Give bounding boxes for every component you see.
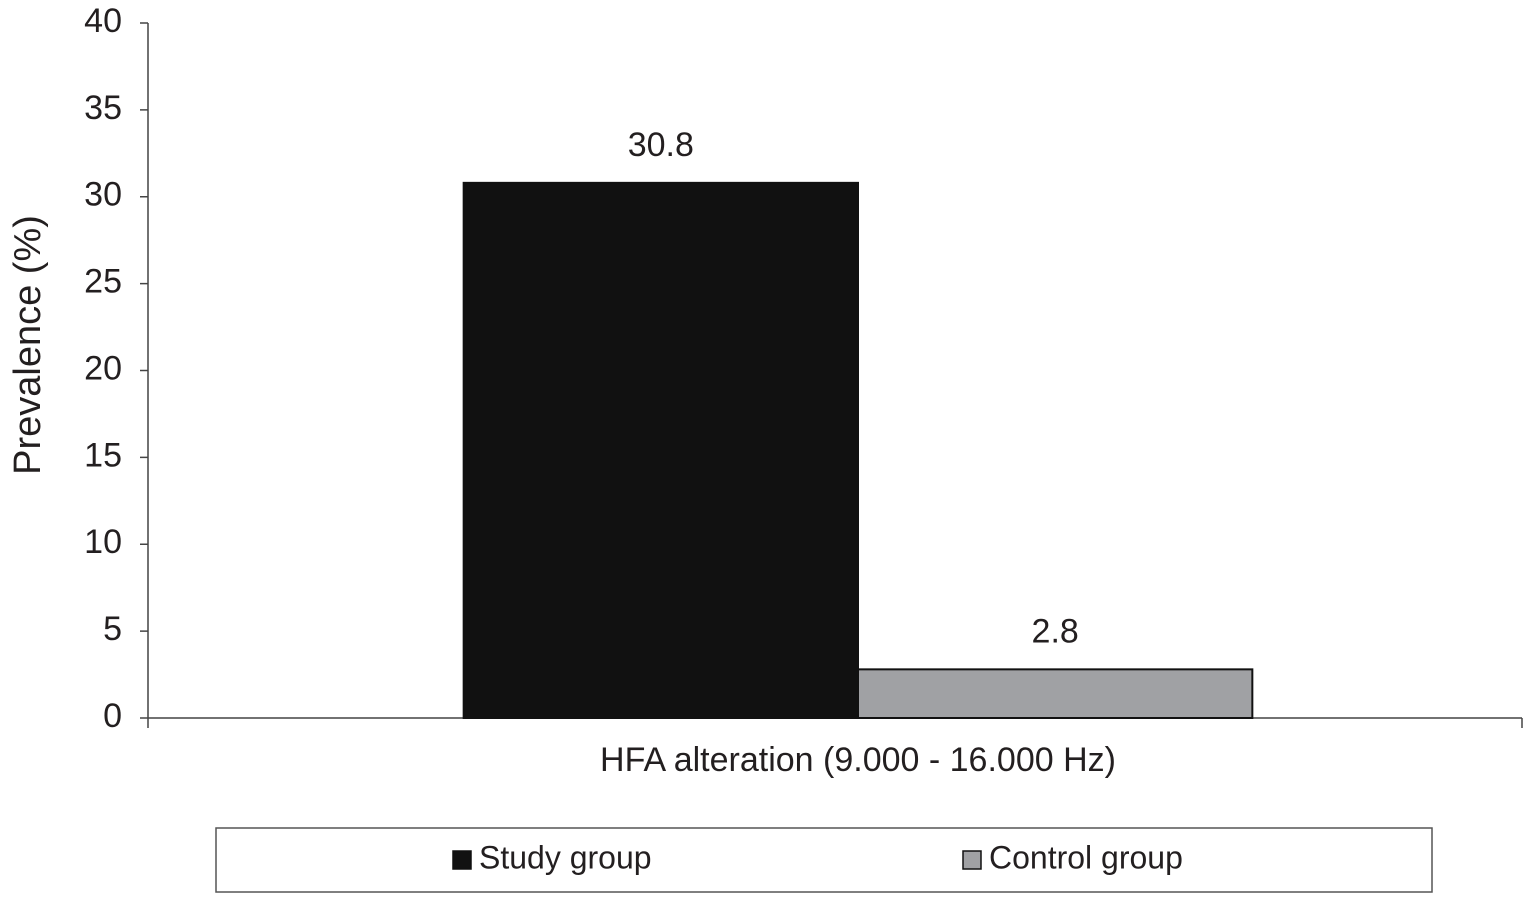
y-tick-label: 25 — [84, 263, 122, 301]
y-tick-label: 10 — [84, 523, 122, 561]
legend-swatch — [452, 850, 472, 870]
legend-swatch — [962, 850, 982, 870]
data-label: 30.8 — [628, 126, 694, 164]
legend-label: Study group — [479, 839, 652, 875]
legend-box — [215, 827, 1433, 893]
y-tick-label: 35 — [84, 89, 122, 127]
legend-label: Control group — [989, 839, 1183, 875]
y-tick-label: 20 — [84, 349, 122, 387]
y-tick-label: 15 — [84, 436, 122, 474]
y-tick-label: 40 — [84, 2, 122, 40]
y-tick-label: 0 — [103, 697, 122, 735]
bar — [857, 668, 1254, 719]
y-tick-label: 30 — [84, 176, 122, 214]
y-axis-label: Prevalence (%) — [7, 215, 49, 475]
bar — [462, 181, 859, 720]
x-tick-label: HFA alteration (9.000 - 16.000 Hz) — [600, 741, 1116, 779]
data-label: 2.8 — [1032, 612, 1079, 650]
y-tick-label: 5 — [103, 610, 122, 648]
